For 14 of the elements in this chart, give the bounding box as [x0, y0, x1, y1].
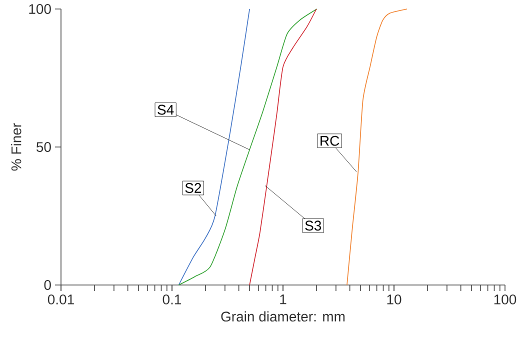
y-axis-title: % Finer [11, 123, 22, 171]
x-tick-label: 10 [387, 294, 402, 304]
x-axis-title: Grain diameter: mm [221, 311, 345, 322]
annotation: S3 [305, 220, 322, 231]
x-tick-label: 100 [494, 294, 516, 304]
annotation: S2 [185, 183, 202, 193]
annotation: RC [320, 136, 340, 146]
y-tick-label: 100 [29, 4, 51, 14]
annotation: S4 [158, 104, 174, 115]
x-tick-label: 0.01 [48, 294, 74, 304]
x-tick-label: 0.1 [162, 294, 182, 304]
y-tick-label: 0 [44, 280, 51, 290]
y-tick-label: 50 [36, 142, 51, 152]
x-tick-label: 1 [280, 294, 286, 304]
